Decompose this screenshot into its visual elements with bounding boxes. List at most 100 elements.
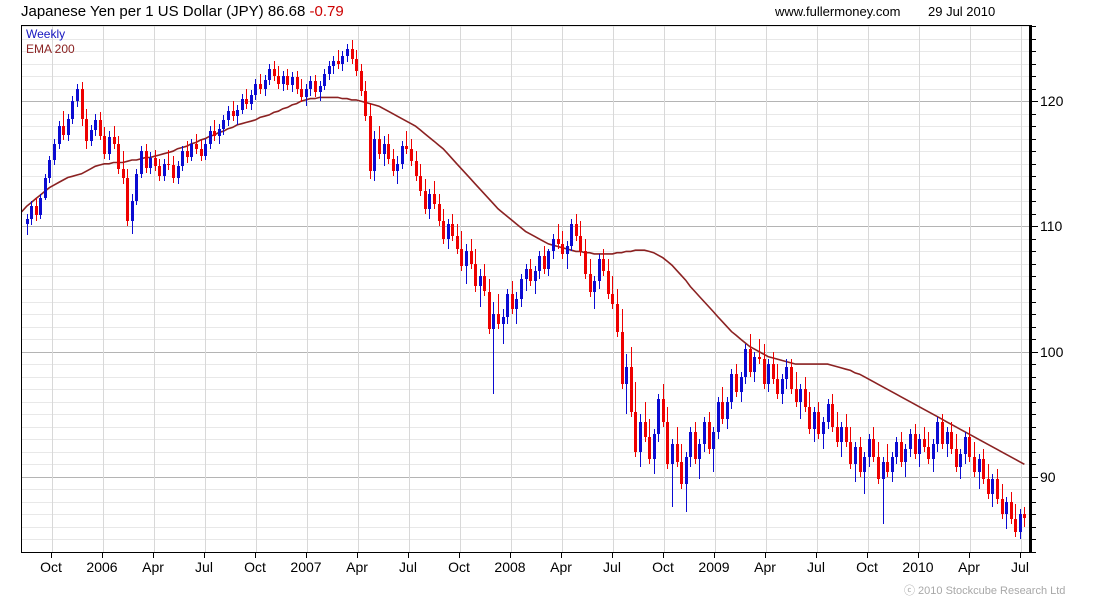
gridline-minor <box>22 189 1029 190</box>
candle-body <box>996 479 999 500</box>
y-axis-label: 100 <box>1040 344 1064 360</box>
candle-body <box>314 81 317 93</box>
x-axis-label: Apr <box>550 559 572 575</box>
y-axis-tick <box>1030 39 1036 40</box>
candle-body <box>241 98 244 110</box>
candle-body <box>483 276 486 292</box>
candle-body <box>744 349 747 377</box>
candle-body <box>456 236 459 249</box>
candle-body <box>543 256 546 269</box>
candle-body <box>1005 501 1008 515</box>
legend-ema-200: EMA 200 <box>26 42 75 56</box>
candle-wick <box>759 339 760 365</box>
x-axis-tick <box>459 553 460 558</box>
y-axis-tick <box>1030 226 1038 227</box>
candle-wick <box>864 451 865 495</box>
x-axis-label: 2006 <box>86 559 118 575</box>
candle-body <box>950 431 953 450</box>
candle-wick <box>406 131 407 154</box>
candle-wick <box>887 444 888 477</box>
candle-body <box>177 166 180 178</box>
candle-body <box>785 366 788 380</box>
candle-body <box>44 177 47 198</box>
candle-wick <box>480 268 481 307</box>
x-axis-label: 2009 <box>698 559 730 575</box>
candle-body <box>200 148 203 157</box>
candle-body <box>360 71 363 92</box>
candle-body <box>387 143 390 159</box>
candle-body <box>557 238 560 244</box>
candle-body <box>264 79 267 89</box>
candle-body <box>712 431 715 450</box>
candle-body <box>616 304 619 332</box>
candle-body <box>648 436 651 460</box>
candle-body <box>291 77 294 85</box>
x-axis-label: 2008 <box>494 559 526 575</box>
x-axis-tick <box>255 553 256 558</box>
candle-body <box>163 163 166 177</box>
x-axis-tick <box>204 553 205 558</box>
candle-body <box>817 411 820 435</box>
candle-body <box>355 58 358 72</box>
candle-body <box>378 138 381 154</box>
x-axis-tick <box>153 553 154 558</box>
candle-body <box>401 146 404 164</box>
candle-body <box>39 197 42 216</box>
chart-plot-area[interactable]: Weekly EMA 200 <box>21 25 1030 553</box>
candle-body <box>145 151 148 168</box>
candle-body <box>570 223 573 247</box>
candle-body <box>561 243 564 254</box>
gridline-minor <box>22 239 1029 240</box>
candle-body <box>735 374 738 392</box>
y-axis-tick <box>1030 439 1036 440</box>
gridline-minor <box>22 364 1029 365</box>
candle-body <box>593 281 596 292</box>
gridline-minor <box>22 126 1029 127</box>
candle-body <box>662 399 665 422</box>
candle-body <box>749 349 752 372</box>
candle-body <box>122 168 125 178</box>
candle-body <box>955 449 958 467</box>
candle-body <box>341 56 344 64</box>
candle-body <box>405 146 408 149</box>
candle-body <box>566 246 569 254</box>
x-axis-label: Jul <box>1011 559 1029 575</box>
candle-wick <box>214 119 215 142</box>
x-axis-label: Jul <box>603 559 621 575</box>
gridline-vertical <box>664 26 665 552</box>
candle-wick <box>699 439 700 480</box>
candle-body <box>319 86 322 93</box>
candle-body <box>946 431 949 445</box>
candle-body <box>726 401 729 420</box>
x-axis-label: Jul <box>807 559 825 575</box>
gridline-minor <box>22 64 1029 65</box>
candle-body <box>859 446 862 472</box>
candle-body <box>978 459 981 472</box>
y-axis-tick <box>1030 26 1036 27</box>
candle-body <box>932 444 935 460</box>
gridline-major <box>22 101 1029 102</box>
gridline-vertical <box>256 26 257 552</box>
candle-body <box>584 251 587 274</box>
gridline-minor <box>22 151 1029 152</box>
x-axis: Oct 2006 Apr Jul Oct 2007 Apr Jul Oct 2008 Apr Jul O… <box>21 553 1030 583</box>
candle-body <box>959 454 962 467</box>
website-link[interactable]: www.fullermoney.com <box>775 4 901 19</box>
candle-body <box>424 191 427 209</box>
x-axis-tick <box>1020 553 1021 558</box>
x-axis-tick <box>765 553 766 558</box>
y-axis-tick <box>1030 276 1036 277</box>
candle-body <box>1023 514 1026 519</box>
candle-wick <box>338 49 339 69</box>
candle-wick <box>645 401 646 442</box>
y-axis-tick <box>1030 239 1036 240</box>
candle-body <box>804 389 807 407</box>
candle-body <box>529 268 532 282</box>
gridline-vertical <box>613 26 614 552</box>
y-axis-tick <box>1030 101 1038 102</box>
candle-body <box>492 314 495 330</box>
candle-body <box>909 434 912 450</box>
candle-body <box>671 444 674 465</box>
candle-body <box>790 366 793 390</box>
candle-body <box>76 88 79 102</box>
